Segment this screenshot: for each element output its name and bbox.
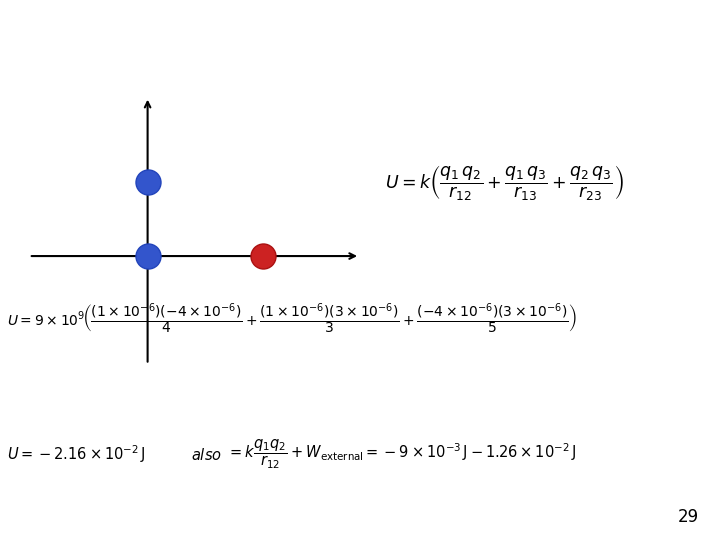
Text: $\mathit{also}$: $\mathit{also}$ xyxy=(191,447,222,463)
Text: charges.: charges. xyxy=(13,50,99,68)
Text: Example: find the total potential energy of the system of three: Example: find the total potential energy… xyxy=(13,15,653,32)
Text: $U = -2.16\times10^{-2}\,\mathrm{J}$: $U = -2.16\times10^{-2}\,\mathrm{J}$ xyxy=(7,444,146,465)
Text: $= k\dfrac{q_1 q_2}{r_{12}} + W_{\mathrm{external}} = -9\times10^{-3}\,\mathrm{J: $= k\dfrac{q_1 q_2}{r_{12}} + W_{\mathrm… xyxy=(227,438,576,471)
Text: 29: 29 xyxy=(678,508,698,526)
Text: $U = k\left(\dfrac{q_1\,q_2}{r_{12}} + \dfrac{q_1\,q_3}{r_{13}} + \dfrac{q_2\,q_: $U = k\left(\dfrac{q_1\,q_2}{r_{12}} + \… xyxy=(385,163,624,201)
Text: $U = 9\times10^{9}\!\left(\dfrac{(1\times10^{-6})(-4\times10^{-6})}{4} + \dfrac{: $U = 9\times10^{9}\!\left(\dfrac{(1\time… xyxy=(7,301,577,336)
